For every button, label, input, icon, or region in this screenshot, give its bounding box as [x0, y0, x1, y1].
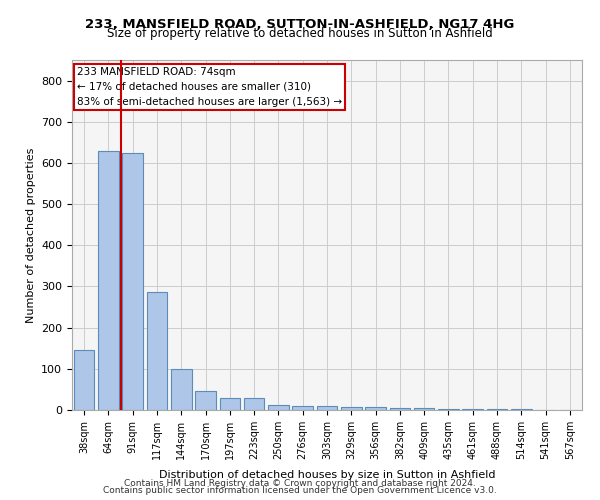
Bar	[389, 408, 410, 410]
Bar	[365, 406, 386, 410]
Bar	[414, 408, 434, 410]
Text: 233, MANSFIELD ROAD, SUTTON-IN-ASHFIELD, NG17 4HG: 233, MANSFIELD ROAD, SUTTON-IN-ASHFIELD,…	[85, 18, 515, 30]
Text: 233 MANSFIELD ROAD: 74sqm
← 17% of detached houses are smaller (310)
83% of semi: 233 MANSFIELD ROAD: 74sqm ← 17% of detac…	[77, 67, 342, 106]
Bar	[98, 150, 119, 410]
Bar	[74, 350, 94, 410]
Bar	[511, 409, 532, 410]
Bar	[220, 398, 240, 410]
Text: Contains HM Land Registry data © Crown copyright and database right 2024.: Contains HM Land Registry data © Crown c…	[124, 478, 476, 488]
Bar	[487, 409, 508, 410]
Text: Size of property relative to detached houses in Sutton in Ashfield: Size of property relative to detached ho…	[107, 28, 493, 40]
Bar	[292, 406, 313, 410]
Bar	[146, 292, 167, 410]
Y-axis label: Number of detached properties: Number of detached properties	[26, 148, 35, 322]
Bar	[463, 409, 483, 410]
X-axis label: Distribution of detached houses by size in Sutton in Ashfield: Distribution of detached houses by size …	[159, 470, 495, 480]
Bar	[317, 406, 337, 410]
Bar	[341, 406, 362, 410]
Bar	[195, 390, 216, 410]
Bar	[122, 152, 143, 410]
Bar	[171, 369, 191, 410]
Bar	[268, 405, 289, 410]
Bar	[438, 409, 459, 410]
Text: Contains public sector information licensed under the Open Government Licence v3: Contains public sector information licen…	[103, 486, 497, 495]
Bar	[244, 398, 265, 410]
